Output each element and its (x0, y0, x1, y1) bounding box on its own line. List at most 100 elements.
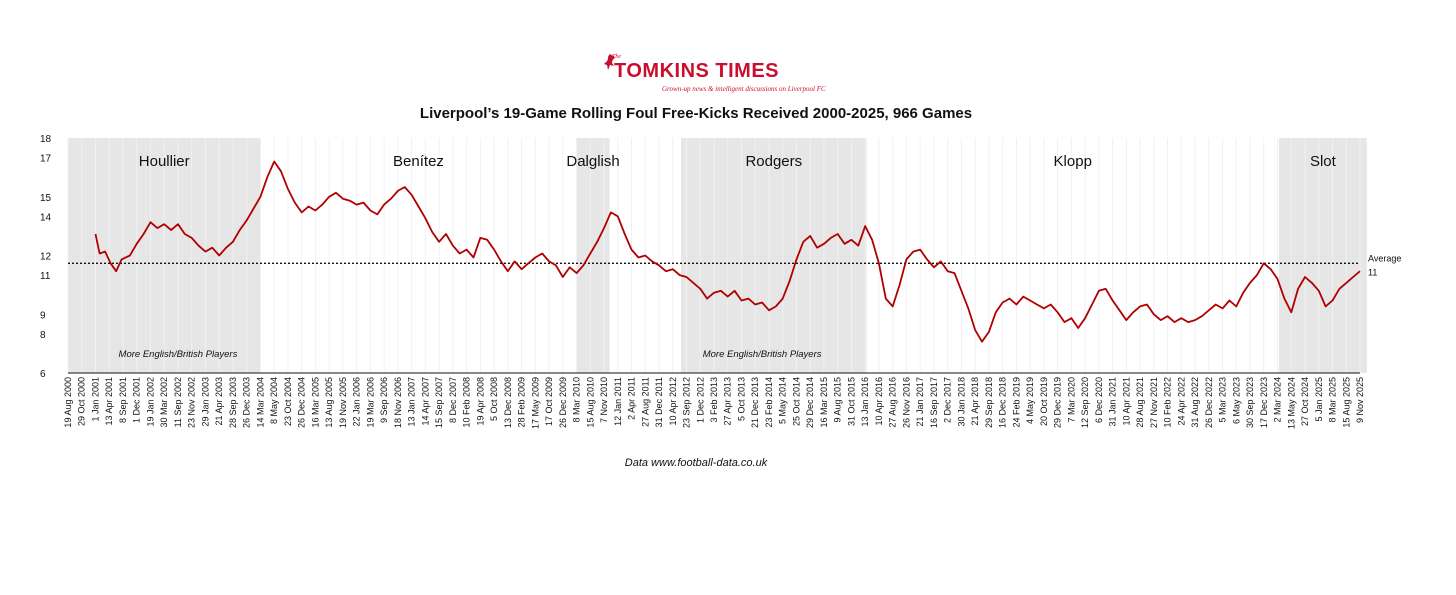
y-tick-label: 9 (40, 310, 46, 321)
x-tick-label: 1 Dec 2001 (132, 377, 142, 423)
x-tick-label: 18 Nov 2006 (393, 377, 403, 428)
x-tick-label: 1 Jan 2001 (90, 377, 100, 422)
x-tick-label: 5 Oct 2008 (489, 377, 499, 421)
x-tick-label: 6 Dec 2020 (1094, 377, 1104, 423)
y-tick-label: 8 (40, 330, 46, 341)
x-tick-label: 21 Apr 2003 (214, 377, 224, 426)
x-tick-label: 3 Feb 2013 (709, 377, 719, 423)
x-tick-label: 20 Oct 2019 (1039, 377, 1049, 426)
x-tick-label: 10 Apr 2021 (1121, 377, 1131, 426)
x-tick-label: 27 Oct 2024 (1300, 377, 1310, 426)
average-label: Average (1368, 253, 1401, 263)
x-tick-label: 5 Mar 2023 (1218, 377, 1228, 423)
x-tick-label: 11 Sep 2002 (173, 377, 183, 427)
data-source: Data www.football-data.co.uk (624, 457, 768, 469)
x-tick-label: 17 Dec 2023 (1259, 377, 1269, 428)
x-tick-label: 13 Jan 2016 (860, 377, 870, 427)
era-label: Klopp (1054, 153, 1092, 170)
y-tick-label: 15 (40, 193, 52, 204)
x-tick-label: 30 Sep 2023 (1245, 377, 1255, 428)
x-tick-label: 6 May 2023 (1231, 377, 1241, 424)
x-tick-label: 15 Aug 2010 (585, 377, 595, 428)
x-tick-label: 2 Apr 2011 (627, 377, 637, 420)
era-shade (1278, 138, 1367, 373)
chart-title: Liverpool’s 19-Game Rolling Foul Free-Ki… (419, 105, 973, 122)
x-tick-label: 13 Apr 2001 (104, 377, 114, 426)
y-tick-label: 14 (40, 212, 52, 223)
x-tick-label: 26 Dec 2009 (558, 377, 568, 428)
x-tick-label: 28 Sep 2003 (228, 377, 238, 428)
x-tick-label: 16 Mar 2005 (310, 377, 320, 428)
x-tick-label: 23 Sep 2012 (682, 377, 692, 428)
x-tick-label: 2 Dec 2017 (943, 377, 953, 423)
x-tick-label: 10 Apr 2012 (668, 377, 678, 426)
x-tick-label: 15 Sep 2007 (434, 377, 444, 428)
x-tick-label: 31 Oct 2015 (846, 377, 856, 426)
liverbird-icon (604, 54, 615, 70)
brand-tagline: Grown-up news & intelligent discussions … (662, 85, 826, 93)
x-tick-label: 13 Dec 2008 (503, 377, 513, 428)
y-tick-label: 6 (40, 369, 46, 380)
x-tick-label: 12 Jan 2011 (613, 377, 623, 426)
y-tick-label: 12 (40, 252, 52, 263)
y-tick-label: 17 (40, 154, 52, 165)
x-tick-label: 9 Aug 2015 (833, 377, 843, 423)
x-tick-label: 8 Sep 2001 (118, 377, 128, 423)
x-tick-label: 31 Dec 2011 (654, 377, 664, 427)
y-tick-label: 11 (40, 271, 51, 282)
x-tick-label: 26 Dec 2003 (242, 377, 252, 428)
annotation-text: More English/British Players (119, 349, 238, 360)
x-tick-label: 7 Nov 2010 (599, 377, 609, 423)
average-value: 11 (1368, 267, 1377, 277)
era-label: Houllier (139, 153, 190, 170)
x-tick-label: 2 Mar 2024 (1273, 377, 1283, 423)
x-tick-label: 7 Mar 2020 (1066, 377, 1076, 423)
era-label: Benítez (393, 153, 444, 170)
x-tick-label: 17 Oct 2009 (544, 377, 554, 426)
x-tick-label: 23 Oct 2004 (283, 377, 293, 426)
x-tick-label: 27 Apr 2013 (723, 377, 733, 426)
x-tick-label: 5 Jan 2025 (1314, 377, 1324, 422)
x-tick-label: 31 Jan 2021 (1108, 377, 1118, 427)
x-tick-label: 13 Jan 2007 (407, 377, 417, 427)
x-tick-label: 30 Jan 2018 (956, 377, 966, 427)
x-tick-label: 8 May 2004 (269, 377, 279, 424)
x-tick-label: 24 Apr 2022 (1176, 377, 1186, 426)
x-tick-label: 15 Aug 2025 (1341, 377, 1351, 428)
x-tick-label: 16 Dec 2018 (998, 377, 1008, 428)
x-tick-label: 21 Apr 2018 (970, 377, 980, 426)
x-tick-label: 21 Dec 2013 (750, 377, 760, 428)
x-tick-label: 29 Sep 2018 (984, 377, 994, 428)
x-tick-label: 19 Aug 2000 (63, 377, 73, 428)
era-shade (681, 138, 867, 373)
x-tick-label: 5 Oct 2013 (736, 377, 746, 421)
era-label: Rodgers (745, 153, 802, 170)
x-tick-label: 19 Apr 2008 (475, 377, 485, 426)
x-tick-label: 26 Dec 2022 (1204, 377, 1214, 428)
x-tick-label: 9 Sep 2006 (379, 377, 389, 423)
x-tick-label: 25 Oct 2014 (791, 377, 801, 426)
x-tick-label: 13 May 2024 (1286, 377, 1296, 429)
x-tick-label: 19 Mar 2006 (365, 377, 375, 428)
x-tick-label: 22 Jan 2006 (352, 377, 362, 427)
x-tick-label: 16 Sep 2017 (929, 377, 939, 428)
x-tick-label: 10 Feb 2008 (462, 377, 472, 428)
y-tick-label: 18 (40, 134, 52, 145)
brand-name: TOMKINS TIMES (614, 60, 780, 82)
x-tick-label: 30 Mar 2002 (159, 377, 169, 428)
logo-prefix: The (612, 54, 621, 60)
x-tick-label: 8 Dec 2007 (448, 377, 458, 423)
x-tick-label: 14 Apr 2007 (420, 377, 430, 426)
x-tick-label: 31 Aug 2022 (1190, 377, 1200, 428)
x-tick-label: 8 Mar 2010 (572, 377, 582, 423)
x-tick-label: 9 Nov 2025 (1355, 377, 1365, 423)
x-tick-label: 29 Dec 2014 (805, 377, 815, 428)
x-tick-label: 10 Apr 2016 (874, 377, 884, 426)
x-tick-label: 17 May 2009 (530, 377, 540, 429)
x-tick-label: 28 Feb 2009 (517, 377, 527, 428)
x-tick-label: 29 Dec 2019 (1053, 377, 1063, 428)
x-tick-label: 26 Nov 2016 (901, 377, 911, 428)
x-tick-label: 23 Feb 2014 (764, 377, 774, 428)
x-tick-label: 27 Nov 2021 (1149, 377, 1159, 428)
